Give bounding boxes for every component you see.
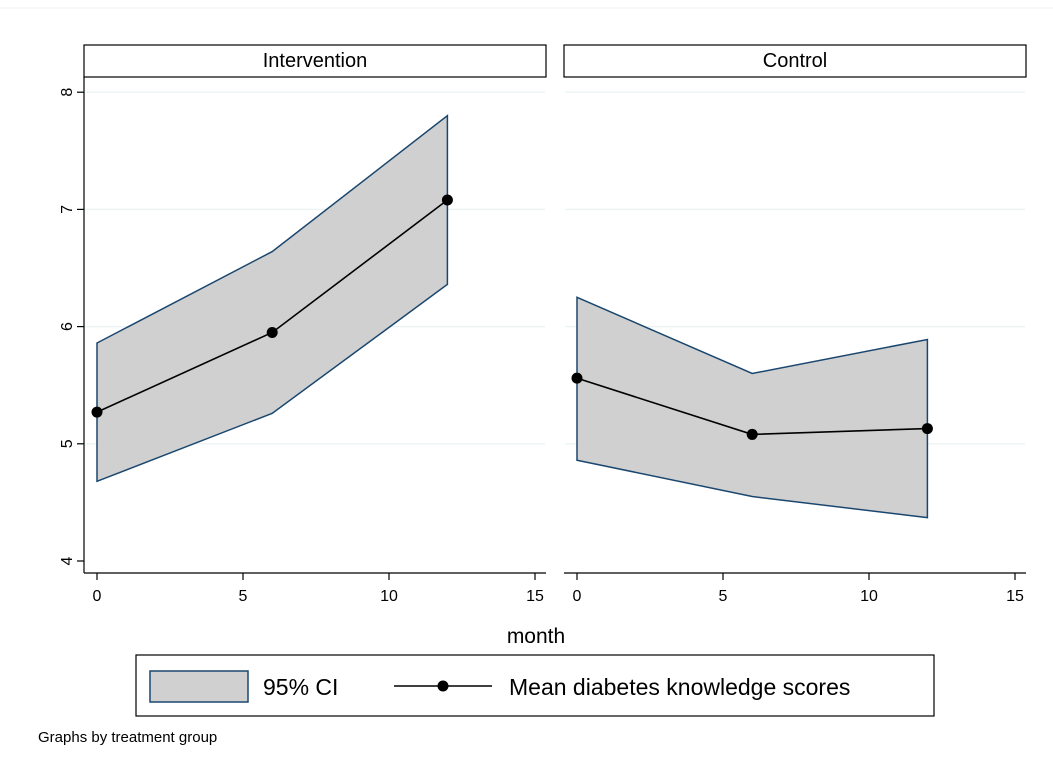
mean-point [441, 194, 453, 206]
x-tick-label: 0 [93, 588, 102, 605]
panel-title: Control [763, 50, 827, 72]
legend: 95% CI Mean diabetes knowledge scores [135, 654, 935, 717]
panel-1: Control 0 5 10 15 [563, 44, 1027, 605]
legend-mean-label: Mean diabetes knowledge scores [509, 674, 850, 700]
mean-point [746, 428, 758, 440]
panels-group: Intervention 4 5 6 7 8 0 5 10 15 Control 0 5 10 15 [59, 44, 1027, 605]
mean-point [266, 326, 278, 338]
x-axis-title: month [507, 625, 565, 648]
mean-point [921, 423, 933, 435]
y-tick-label: 8 [59, 88, 76, 97]
y-tick-label: 7 [59, 205, 76, 214]
y-tick-label: 6 [59, 322, 76, 331]
x-tick-label: 10 [380, 588, 398, 605]
panel-strip [83, 44, 547, 78]
legend-box [135, 654, 935, 717]
legend-mean-marker [437, 680, 449, 692]
ci-band [96, 114, 449, 483]
by-note: Graphs by treatment group [38, 729, 217, 746]
panel-title: Intervention [263, 50, 368, 72]
panel-strip [563, 44, 1027, 78]
x-tick-label: 15 [526, 588, 544, 605]
x-tick-label: 5 [239, 588, 248, 605]
x-tick-label: 0 [573, 588, 582, 605]
x-tick-label: 5 [719, 588, 728, 605]
legend-ci-swatch [149, 670, 249, 703]
ci-band [576, 296, 929, 519]
mean-point [571, 372, 583, 384]
panel-0: Intervention 4 5 6 7 8 0 5 10 15 [59, 44, 547, 605]
y-tick-label: 5 [59, 439, 76, 448]
x-tick-label: 10 [860, 588, 878, 605]
x-tick-label: 15 [1006, 588, 1024, 605]
legend-ci-label: 95% CI [263, 674, 338, 700]
mean-point [91, 406, 103, 418]
y-tick-label: 4 [59, 556, 76, 565]
